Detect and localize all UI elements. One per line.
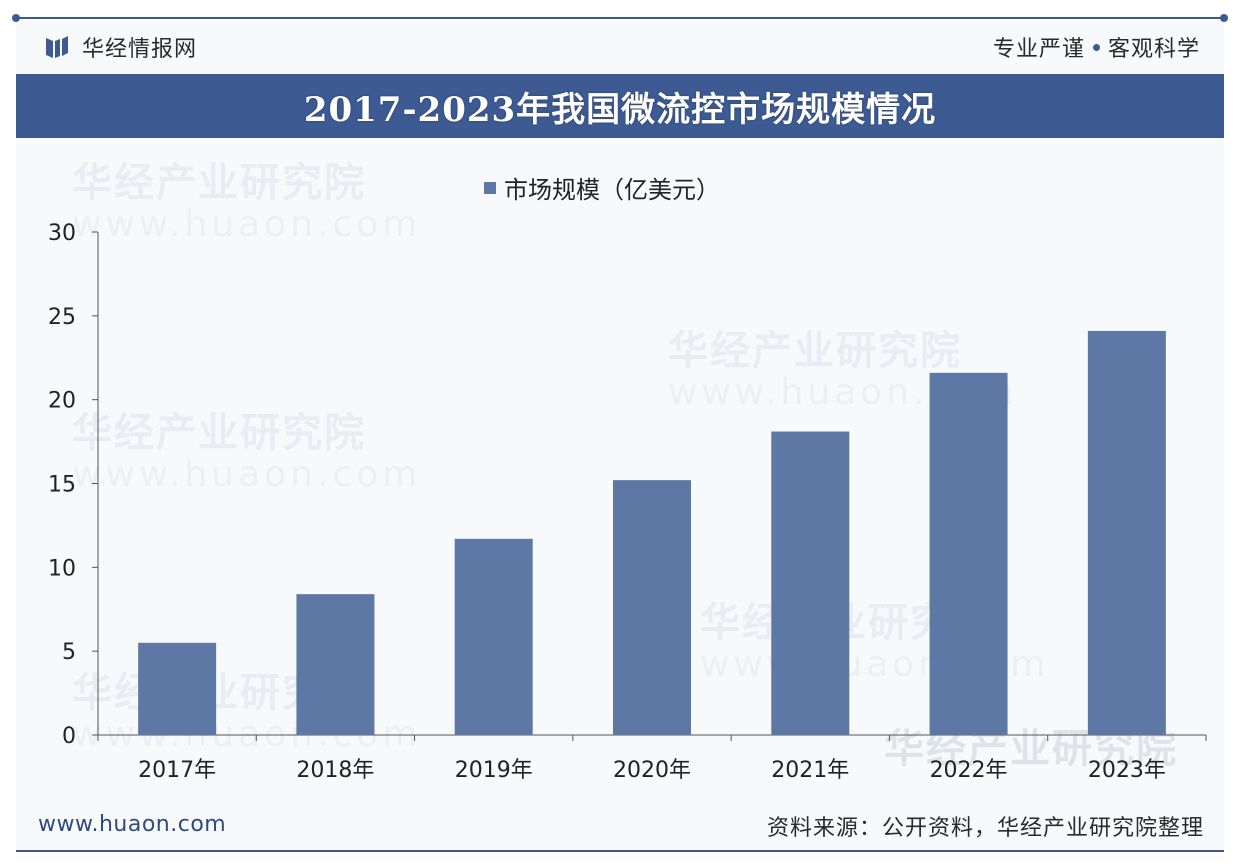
bar	[138, 642, 217, 735]
slogan-left: 专业严谨	[992, 37, 1085, 62]
top-rule-left-dot	[12, 14, 20, 22]
legend: 市场规模（亿美元）	[484, 170, 720, 205]
y-tick-label: 30	[48, 221, 76, 246]
slogan-right: 客观科学	[1107, 37, 1200, 62]
bar	[1087, 330, 1166, 735]
y-tick-label: 0	[62, 724, 76, 749]
legend-swatch	[484, 181, 496, 194]
y-tick-label: 15	[48, 473, 76, 498]
y-tick-label: 5	[62, 640, 76, 665]
x-tick-label: 2017年	[138, 758, 216, 783]
bottom-rule	[16, 850, 1224, 852]
y-tick-label: 10	[48, 556, 76, 581]
bar	[613, 480, 691, 735]
footer-source: 资料来源：公开资料，华经产业研究院整理	[766, 816, 1204, 841]
brand-logo-icon	[46, 36, 68, 58]
x-tick-label: 2020年	[613, 758, 691, 783]
chart-title: 2017-2023年我国微流控市场规模情况	[303, 89, 937, 130]
bar	[454, 538, 533, 735]
y-tick-label: 20	[48, 389, 76, 414]
bar	[296, 594, 375, 735]
y-tick-label: 25	[48, 305, 76, 330]
bars	[138, 330, 1166, 735]
x-tick-label: 2018年	[296, 758, 374, 783]
x-tick-label: 2019年	[455, 758, 533, 783]
slogan: 专业严谨 客观科学	[993, 32, 1200, 62]
axis-labels: 0 5 10 15 20 25 30 2017年 2018年 2019年 2020年 2021年 202…	[48, 221, 1166, 783]
brand-name: 华经情报网	[82, 37, 198, 62]
bar	[771, 431, 850, 735]
slogan-separator-dot	[1092, 43, 1100, 51]
x-tick-label: 2022年	[930, 758, 1008, 783]
bar	[929, 372, 1008, 735]
brand: 华经情报网	[44, 32, 197, 62]
x-tick-label: 2021年	[771, 758, 849, 783]
top-rule	[12, 14, 1228, 22]
x-tick-label: 2023年	[1088, 758, 1166, 783]
footer-url[interactable]: www.huaon.com	[38, 812, 227, 837]
top-rule-right-dot	[1220, 14, 1228, 22]
legend-label: 市场规模（亿美元）	[504, 176, 720, 204]
title-bar: 2017-2023年我国微流控市场规模情况	[16, 74, 1224, 138]
